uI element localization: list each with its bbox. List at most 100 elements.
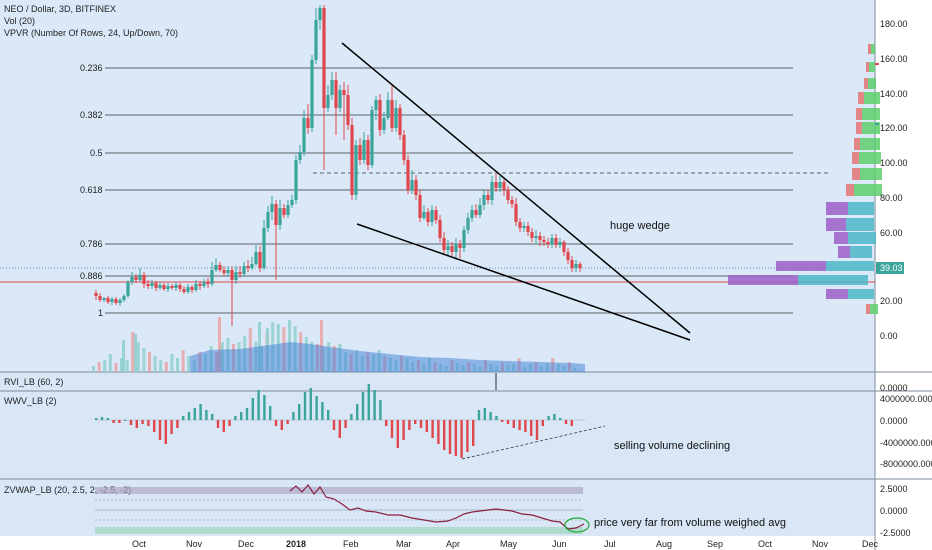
candle-body-106 xyxy=(518,222,522,228)
candle-body-59 xyxy=(330,80,334,95)
wwv-bar-50 xyxy=(385,420,388,426)
candle-body-21 xyxy=(178,285,182,289)
main-pane[interactable] xyxy=(0,0,875,372)
candle-body-42 xyxy=(262,228,266,268)
annotation-selling-volume[interactable]: selling volume declining xyxy=(614,440,730,452)
vpvr-row-down-4 xyxy=(856,108,862,120)
wwv-bar-1 xyxy=(100,417,104,420)
fibonacci-retracement[interactable] xyxy=(105,67,793,314)
wwv-trendline[interactable] xyxy=(461,425,606,460)
candle-body-81 xyxy=(418,195,422,218)
wwv-bar-38 xyxy=(315,396,318,420)
time-axis[interactable]: Oct Nov Dec 2018 Feb Mar Apr May Jun Jul… xyxy=(132,539,879,549)
fib-level-labels: 0.236 0.382 0.5 0.618 0.786 0.886 1 xyxy=(80,63,103,318)
volume-bar-16 xyxy=(181,350,185,372)
volume-bar-12 xyxy=(159,360,163,372)
volume-bar-10 xyxy=(148,352,151,372)
wedge-lower-line[interactable] xyxy=(356,223,691,341)
wwv-bar-81 xyxy=(564,420,568,424)
wwv-bar-64 xyxy=(466,420,469,452)
rvi-indicator-label[interactable]: RVI_LB (60, 2) xyxy=(4,377,63,387)
candle-body-69 xyxy=(370,110,374,165)
candle-body-112 xyxy=(542,240,546,242)
volume-indicator-label[interactable]: Vol (20) xyxy=(4,16,35,26)
rvi-tick: 0.0000 xyxy=(880,383,908,393)
vpvr-row-up-13 xyxy=(850,246,872,258)
annotation-vwap[interactable]: price very far from volume weighed avg xyxy=(594,517,786,529)
current-price-badge xyxy=(876,262,904,274)
time-tick-may: May xyxy=(500,539,518,549)
volume-bar-8 xyxy=(136,342,140,372)
vpvr-row-down-3 xyxy=(858,92,864,104)
vpvr-row-up-4 xyxy=(862,108,880,120)
candle-body-52 xyxy=(302,118,306,152)
wwv-bar-7 xyxy=(135,420,138,428)
candlestick-series[interactable] xyxy=(94,5,582,326)
vpvr-row-down-15 xyxy=(728,275,798,285)
candle-body-110 xyxy=(534,236,538,238)
zvwap-tick-2p5: 2.5000 xyxy=(880,484,908,494)
candle-body-51 xyxy=(298,152,302,160)
candle-body-25 xyxy=(194,284,198,290)
wwv-bar-15 xyxy=(182,416,185,420)
candle-body-14 xyxy=(150,283,154,286)
wwv-bar-14 xyxy=(176,420,179,428)
wwv-bar-51 xyxy=(390,420,394,438)
candle-body-8 xyxy=(126,282,130,296)
annotation-huge-wedge[interactable]: huge wedge xyxy=(610,220,670,232)
fib-label-0886: 0.886 xyxy=(80,271,103,281)
wwv-bar-54 xyxy=(408,420,411,430)
vpvr-row-up-1 xyxy=(869,62,875,72)
candle-body-46 xyxy=(278,208,282,225)
volume-bar-15 xyxy=(176,358,179,372)
vpvr-row-up-16 xyxy=(848,289,874,299)
wwv-bar-74 xyxy=(524,420,527,432)
wedge-drawing[interactable] xyxy=(341,42,691,341)
candle-body-35 xyxy=(234,272,238,280)
vpvr-indicator-label[interactable]: VPVR (Number Of Rows, 24, Up/Down, 70) xyxy=(4,28,178,38)
vwap-highlight-circle[interactable] xyxy=(564,517,590,533)
wwv-bar-21 xyxy=(216,420,220,428)
wwv-bar-55 xyxy=(414,420,417,424)
candle-body-70 xyxy=(374,100,378,110)
wwv-bar-65 xyxy=(472,420,475,446)
candle-body-45 xyxy=(274,204,278,225)
wwv-bar-28 xyxy=(257,390,260,420)
wwv-bar-9 xyxy=(147,420,150,426)
candle-body-86 xyxy=(438,220,442,238)
candle-body-101 xyxy=(498,182,502,188)
candle-body-64 xyxy=(350,125,354,195)
time-tick-oct2: Oct xyxy=(758,539,773,549)
candle-body-100 xyxy=(494,182,498,188)
vpvr-row-down-13 xyxy=(838,246,850,258)
volume-bar-7 xyxy=(131,332,135,372)
candle-body-50 xyxy=(294,160,298,200)
candle-body-37 xyxy=(242,266,246,274)
wwv-bar-36 xyxy=(303,392,307,420)
candle-body-68 xyxy=(366,140,370,165)
vpvr-profile[interactable] xyxy=(728,44,882,314)
wwv-bar-26 xyxy=(245,408,249,420)
volume-bar-2 xyxy=(103,360,107,372)
zvwap-indicator-label[interactable]: ZVWAP_LB (20, 2.5, 2, -2.5, -2) xyxy=(4,485,131,495)
chart-title: NEO / Dollar, 3D, BITFINEX xyxy=(4,4,116,14)
candle-body-117 xyxy=(562,242,566,252)
wwv-bar-2 xyxy=(106,418,109,420)
vpvr-row-up-15 xyxy=(798,275,868,285)
wwv-indicator-label[interactable]: WWV_LB (2) xyxy=(4,396,57,406)
wwv-bar-71 xyxy=(506,420,510,424)
candle-body-116 xyxy=(558,242,562,245)
candle-body-41 xyxy=(258,252,262,268)
wwv-bar-31 xyxy=(274,420,278,426)
vpvr-row-down-14 xyxy=(776,261,826,271)
candle-body-85 xyxy=(434,210,438,220)
wwv-bar-5 xyxy=(124,420,127,421)
candle-body-47 xyxy=(282,208,286,215)
time-tick-dec2: Dec xyxy=(862,539,879,549)
candle-body-55 xyxy=(314,20,318,60)
price-tick-80: 80.00 xyxy=(880,193,903,203)
wedge-upper-line[interactable] xyxy=(341,42,691,334)
candle-body-29 xyxy=(210,270,214,284)
fib-label-0786: 0.786 xyxy=(80,239,103,249)
